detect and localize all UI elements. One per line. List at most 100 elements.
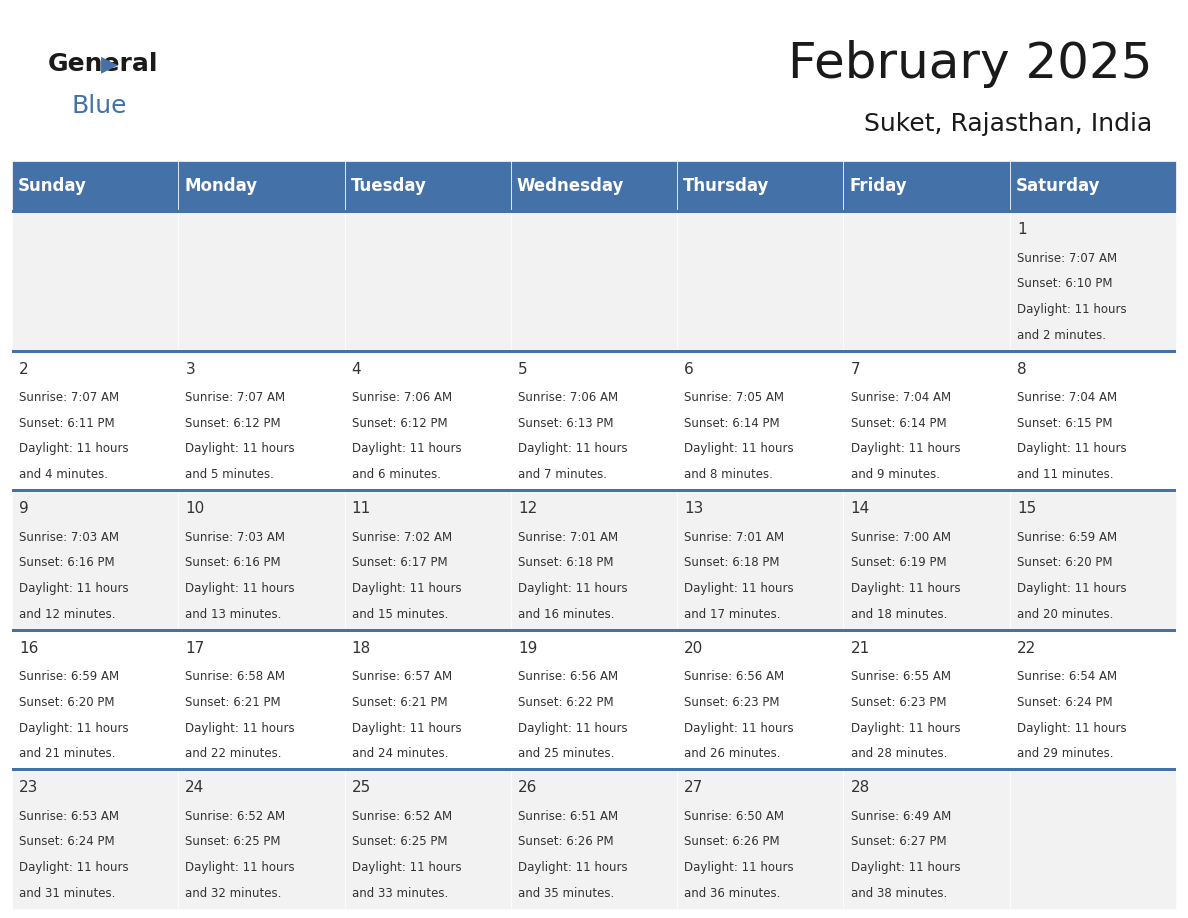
Text: Sunset: 6:23 PM: Sunset: 6:23 PM bbox=[684, 696, 779, 709]
Text: Sunset: 6:18 PM: Sunset: 6:18 PM bbox=[684, 556, 779, 569]
Text: Sunrise: 6:59 AM: Sunrise: 6:59 AM bbox=[19, 670, 119, 683]
Text: Suket, Rajasthan, India: Suket, Rajasthan, India bbox=[864, 112, 1152, 136]
Text: Sunset: 6:25 PM: Sunset: 6:25 PM bbox=[185, 835, 280, 848]
Text: Sunset: 6:19 PM: Sunset: 6:19 PM bbox=[851, 556, 946, 569]
Text: Daylight: 11 hours: Daylight: 11 hours bbox=[851, 722, 960, 734]
Text: Daylight: 11 hours: Daylight: 11 hours bbox=[684, 722, 794, 734]
Text: Sunrise: 7:03 AM: Sunrise: 7:03 AM bbox=[19, 531, 119, 543]
Text: 27: 27 bbox=[684, 780, 703, 795]
Text: Sunset: 6:21 PM: Sunset: 6:21 PM bbox=[352, 696, 447, 709]
Text: Sunrise: 7:07 AM: Sunrise: 7:07 AM bbox=[19, 391, 119, 404]
Text: February 2025: February 2025 bbox=[788, 40, 1152, 88]
Text: Blue: Blue bbox=[71, 94, 127, 118]
Text: Daylight: 11 hours: Daylight: 11 hours bbox=[352, 722, 461, 734]
Text: Sunrise: 7:04 AM: Sunrise: 7:04 AM bbox=[1017, 391, 1117, 404]
Text: 9: 9 bbox=[19, 501, 29, 516]
Text: Sunrise: 6:50 AM: Sunrise: 6:50 AM bbox=[684, 810, 784, 823]
Text: Daylight: 11 hours: Daylight: 11 hours bbox=[185, 722, 295, 734]
Text: Sunrise: 7:04 AM: Sunrise: 7:04 AM bbox=[851, 391, 950, 404]
Text: Sunrise: 6:58 AM: Sunrise: 6:58 AM bbox=[185, 670, 285, 683]
Text: Sunset: 6:16 PM: Sunset: 6:16 PM bbox=[185, 556, 280, 569]
Text: and 38 minutes.: and 38 minutes. bbox=[851, 887, 947, 900]
Text: Daylight: 11 hours: Daylight: 11 hours bbox=[518, 861, 627, 874]
Text: and 31 minutes.: and 31 minutes. bbox=[19, 887, 115, 900]
Text: and 12 minutes.: and 12 minutes. bbox=[19, 608, 115, 621]
Text: and 9 minutes.: and 9 minutes. bbox=[851, 468, 940, 481]
Text: Sunrise: 6:53 AM: Sunrise: 6:53 AM bbox=[19, 810, 119, 823]
Text: 12: 12 bbox=[518, 501, 537, 516]
Text: Daylight: 11 hours: Daylight: 11 hours bbox=[352, 861, 461, 874]
Text: 15: 15 bbox=[1017, 501, 1036, 516]
Text: Daylight: 11 hours: Daylight: 11 hours bbox=[352, 582, 461, 595]
Text: 17: 17 bbox=[185, 641, 204, 655]
Text: Sunset: 6:20 PM: Sunset: 6:20 PM bbox=[19, 696, 114, 709]
Text: and 17 minutes.: and 17 minutes. bbox=[684, 608, 781, 621]
Text: 18: 18 bbox=[352, 641, 371, 655]
Text: and 28 minutes.: and 28 minutes. bbox=[851, 747, 947, 760]
Text: and 24 minutes.: and 24 minutes. bbox=[352, 747, 448, 760]
Text: and 35 minutes.: and 35 minutes. bbox=[518, 887, 614, 900]
Text: and 11 minutes.: and 11 minutes. bbox=[1017, 468, 1113, 481]
Text: Daylight: 11 hours: Daylight: 11 hours bbox=[851, 861, 960, 874]
Text: 13: 13 bbox=[684, 501, 703, 516]
Text: Sunset: 6:25 PM: Sunset: 6:25 PM bbox=[352, 835, 447, 848]
Text: 7: 7 bbox=[851, 362, 860, 376]
Text: Sunrise: 7:01 AM: Sunrise: 7:01 AM bbox=[684, 531, 784, 543]
Text: and 36 minutes.: and 36 minutes. bbox=[684, 887, 781, 900]
Text: and 20 minutes.: and 20 minutes. bbox=[1017, 608, 1113, 621]
Text: Sunrise: 7:03 AM: Sunrise: 7:03 AM bbox=[185, 531, 285, 543]
Text: 25: 25 bbox=[352, 780, 371, 795]
Text: and 16 minutes.: and 16 minutes. bbox=[518, 608, 614, 621]
Text: Sunset: 6:24 PM: Sunset: 6:24 PM bbox=[19, 835, 114, 848]
Text: Daylight: 11 hours: Daylight: 11 hours bbox=[518, 442, 627, 455]
Text: 24: 24 bbox=[185, 780, 204, 795]
Text: Daylight: 11 hours: Daylight: 11 hours bbox=[518, 582, 627, 595]
Text: 26: 26 bbox=[518, 780, 537, 795]
Text: Sunset: 6:14 PM: Sunset: 6:14 PM bbox=[684, 417, 779, 430]
Text: Sunset: 6:14 PM: Sunset: 6:14 PM bbox=[851, 417, 946, 430]
Text: Sunset: 6:16 PM: Sunset: 6:16 PM bbox=[19, 556, 114, 569]
Text: Tuesday: Tuesday bbox=[350, 177, 426, 195]
Text: Sunset: 6:21 PM: Sunset: 6:21 PM bbox=[185, 696, 280, 709]
Text: Sunrise: 7:07 AM: Sunrise: 7:07 AM bbox=[185, 391, 285, 404]
Text: Sunset: 6:11 PM: Sunset: 6:11 PM bbox=[19, 417, 114, 430]
Text: 28: 28 bbox=[851, 780, 870, 795]
Text: 6: 6 bbox=[684, 362, 694, 376]
Text: Sunrise: 6:52 AM: Sunrise: 6:52 AM bbox=[352, 810, 451, 823]
Text: Daylight: 11 hours: Daylight: 11 hours bbox=[851, 582, 960, 595]
Text: 19: 19 bbox=[518, 641, 537, 655]
Text: Sunrise: 7:07 AM: Sunrise: 7:07 AM bbox=[1017, 252, 1117, 264]
Text: Sunset: 6:10 PM: Sunset: 6:10 PM bbox=[1017, 277, 1112, 290]
Text: 5: 5 bbox=[518, 362, 527, 376]
Text: and 21 minutes.: and 21 minutes. bbox=[19, 747, 115, 760]
Text: Sunrise: 6:51 AM: Sunrise: 6:51 AM bbox=[518, 810, 618, 823]
Text: Sunset: 6:26 PM: Sunset: 6:26 PM bbox=[518, 835, 613, 848]
Text: 16: 16 bbox=[19, 641, 38, 655]
Text: Sunrise: 6:52 AM: Sunrise: 6:52 AM bbox=[185, 810, 285, 823]
Text: Sunday: Sunday bbox=[18, 177, 87, 195]
Text: and 18 minutes.: and 18 minutes. bbox=[851, 608, 947, 621]
Text: Daylight: 11 hours: Daylight: 11 hours bbox=[1017, 722, 1126, 734]
Text: Daylight: 11 hours: Daylight: 11 hours bbox=[518, 722, 627, 734]
Text: and 29 minutes.: and 29 minutes. bbox=[1017, 747, 1113, 760]
Text: Monday: Monday bbox=[184, 177, 258, 195]
Text: 21: 21 bbox=[851, 641, 870, 655]
Text: 14: 14 bbox=[851, 501, 870, 516]
Text: Daylight: 11 hours: Daylight: 11 hours bbox=[1017, 582, 1126, 595]
Text: and 32 minutes.: and 32 minutes. bbox=[185, 887, 282, 900]
Text: Daylight: 11 hours: Daylight: 11 hours bbox=[185, 582, 295, 595]
Text: Daylight: 11 hours: Daylight: 11 hours bbox=[185, 861, 295, 874]
Text: Sunset: 6:22 PM: Sunset: 6:22 PM bbox=[518, 696, 613, 709]
Text: and 22 minutes.: and 22 minutes. bbox=[185, 747, 282, 760]
Text: Sunrise: 6:56 AM: Sunrise: 6:56 AM bbox=[518, 670, 618, 683]
Text: ▶: ▶ bbox=[101, 54, 118, 74]
Text: Sunset: 6:26 PM: Sunset: 6:26 PM bbox=[684, 835, 779, 848]
Text: Sunrise: 7:01 AM: Sunrise: 7:01 AM bbox=[518, 531, 618, 543]
Text: and 15 minutes.: and 15 minutes. bbox=[352, 608, 448, 621]
Text: 4: 4 bbox=[352, 362, 361, 376]
Text: Saturday: Saturday bbox=[1016, 177, 1100, 195]
Text: 8: 8 bbox=[1017, 362, 1026, 376]
Text: Sunrise: 7:06 AM: Sunrise: 7:06 AM bbox=[518, 391, 618, 404]
Text: Daylight: 11 hours: Daylight: 11 hours bbox=[19, 582, 128, 595]
Text: 3: 3 bbox=[185, 362, 195, 376]
